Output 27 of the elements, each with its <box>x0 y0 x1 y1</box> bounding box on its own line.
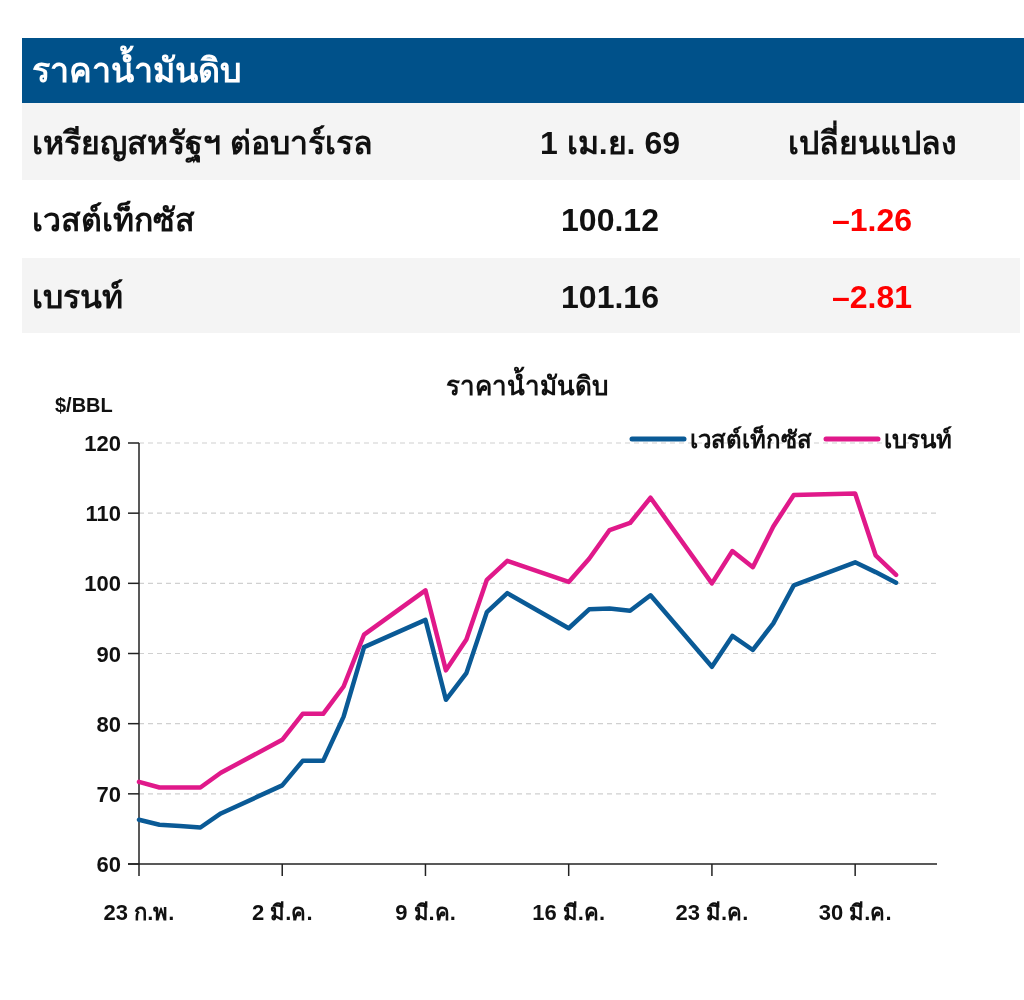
x-tick-label: 23 ก.พ. <box>103 900 175 925</box>
y-tick-label: 70 <box>96 781 121 807</box>
text: –2.81 <box>831 278 913 315</box>
chart-title: ราคาน้ำมันดิบ <box>445 366 609 401</box>
y-tick-label: 120 <box>84 431 121 456</box>
legend-label: เวสต์เท็กซัส <box>690 425 812 453</box>
text: 100.12 <box>561 202 659 238</box>
x-tick-label: 23 มี.ค. <box>675 900 749 925</box>
y-tick-label: 80 <box>96 711 121 737</box>
legend-label: เบรนท์ <box>884 426 952 453</box>
x-tick-label: 9 มี.ค. <box>395 900 456 925</box>
x-tick-label: 30 มี.ค. <box>818 900 892 925</box>
text: เวสต์เท็กซัส <box>32 200 195 238</box>
text: เปลี่ยนแปลง <box>787 119 957 161</box>
x-tick-label: 16 มี.ค. <box>532 900 606 925</box>
y-tick-label: 60 <box>96 852 121 877</box>
text: ราคาน้ำมันดิบ <box>32 45 242 89</box>
y-axis-title: $/BBL <box>55 394 113 416</box>
y-tick-label: 110 <box>85 501 121 527</box>
y-tick-label: 100 <box>84 571 121 597</box>
text: เหรียญสหรัฐฯ ต่อบาร์เรล <box>32 124 373 164</box>
y-tick-label: 90 <box>96 641 121 667</box>
text: 1 เม.ย. 69 <box>540 124 680 161</box>
text: –1.26 <box>831 202 913 238</box>
text: 101.16 <box>561 278 659 315</box>
text: เบรนท์ <box>32 278 123 315</box>
x-tick-label: 2 มี.ค. <box>251 900 313 925</box>
